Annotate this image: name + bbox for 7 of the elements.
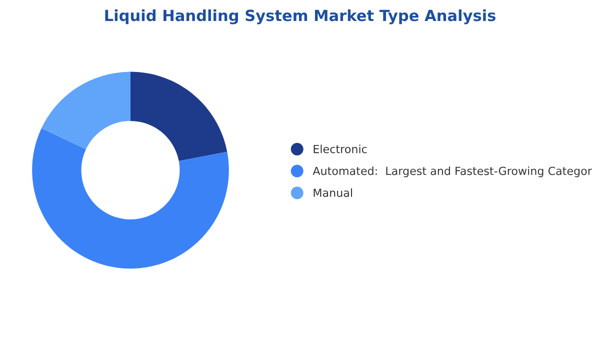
donut-slice bbox=[41, 72, 130, 150]
donut-slice bbox=[130, 72, 228, 161]
legend-label: Automated: Largest and Fastest-Growing Categor bbox=[312, 166, 592, 178]
legend-label: Manual bbox=[314, 188, 352, 197]
legend-label: Electronic bbox=[314, 144, 367, 154]
donut-slice bbox=[32, 128, 229, 269]
chart-title: Liquid Handling System Market Type Analysis bbox=[105, 9, 496, 24]
